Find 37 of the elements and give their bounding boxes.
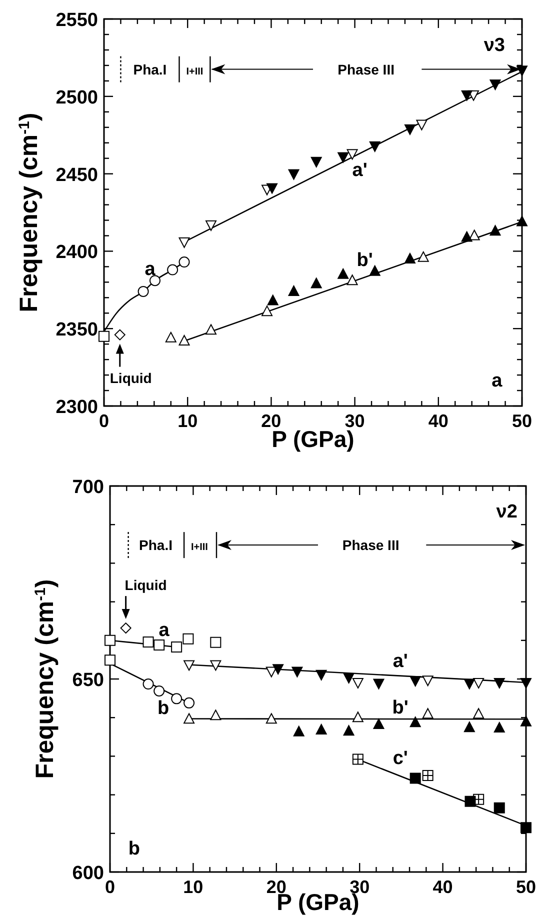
x-tick-label: 50 [516,877,536,897]
x-tick-label: 0 [98,411,110,431]
y-tick-label: 2550 [56,10,98,31]
annotation: Pha.I [133,61,167,78]
y-tick-label: 2500 [56,87,98,108]
y-tick-label: 600 [72,863,104,884]
annotation: c' [392,748,408,769]
annotation: a [158,620,170,641]
annotation: Phase III [342,537,400,554]
x-tick-label: 10 [178,411,198,431]
text: Liquid [124,577,167,594]
y-tick-label: 650 [72,670,104,691]
annotation: Phase III [338,61,394,78]
annotation: Pha.I [139,537,172,554]
annotation: a [492,370,503,392]
x-tick-label: 40 [428,411,448,431]
y-tick-label: 2300 [56,397,98,418]
y-tick-label: 700 [72,477,104,498]
y-tick-label: 2350 [56,320,98,341]
annotation: b [157,698,170,720]
annotation: ν3 [484,34,505,56]
y-tick-label: 2400 [56,242,98,264]
x-tick-label: 50 [512,411,532,431]
annotation: I+III [186,66,204,78]
x-tick-label: 10 [183,877,204,897]
annotation: a [144,259,156,280]
annotation: b' [356,250,373,271]
annotation: I+III [190,542,208,554]
annotation: a' [352,160,368,182]
annotation: b [128,838,140,860]
legend-label: Liquid [110,370,152,386]
annotation: ν2 [496,501,518,522]
x-tick-label: 0 [104,877,116,897]
annotation: b' [392,697,408,718]
y-tick-label: 2450 [56,164,98,186]
annotation: a' [392,651,408,672]
x-tick-label: 40 [432,877,453,897]
